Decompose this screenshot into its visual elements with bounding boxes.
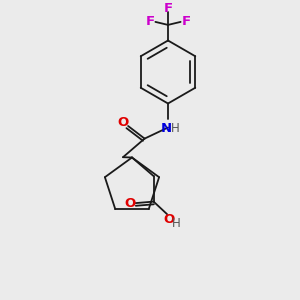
Text: F: F: [182, 15, 190, 28]
Text: F: F: [164, 2, 172, 15]
Text: N: N: [161, 122, 172, 134]
Text: F: F: [146, 15, 154, 28]
Text: O: O: [124, 196, 135, 210]
Text: H: H: [172, 217, 181, 230]
Text: O: O: [163, 213, 174, 226]
Text: H: H: [171, 122, 180, 134]
Text: O: O: [117, 116, 128, 129]
